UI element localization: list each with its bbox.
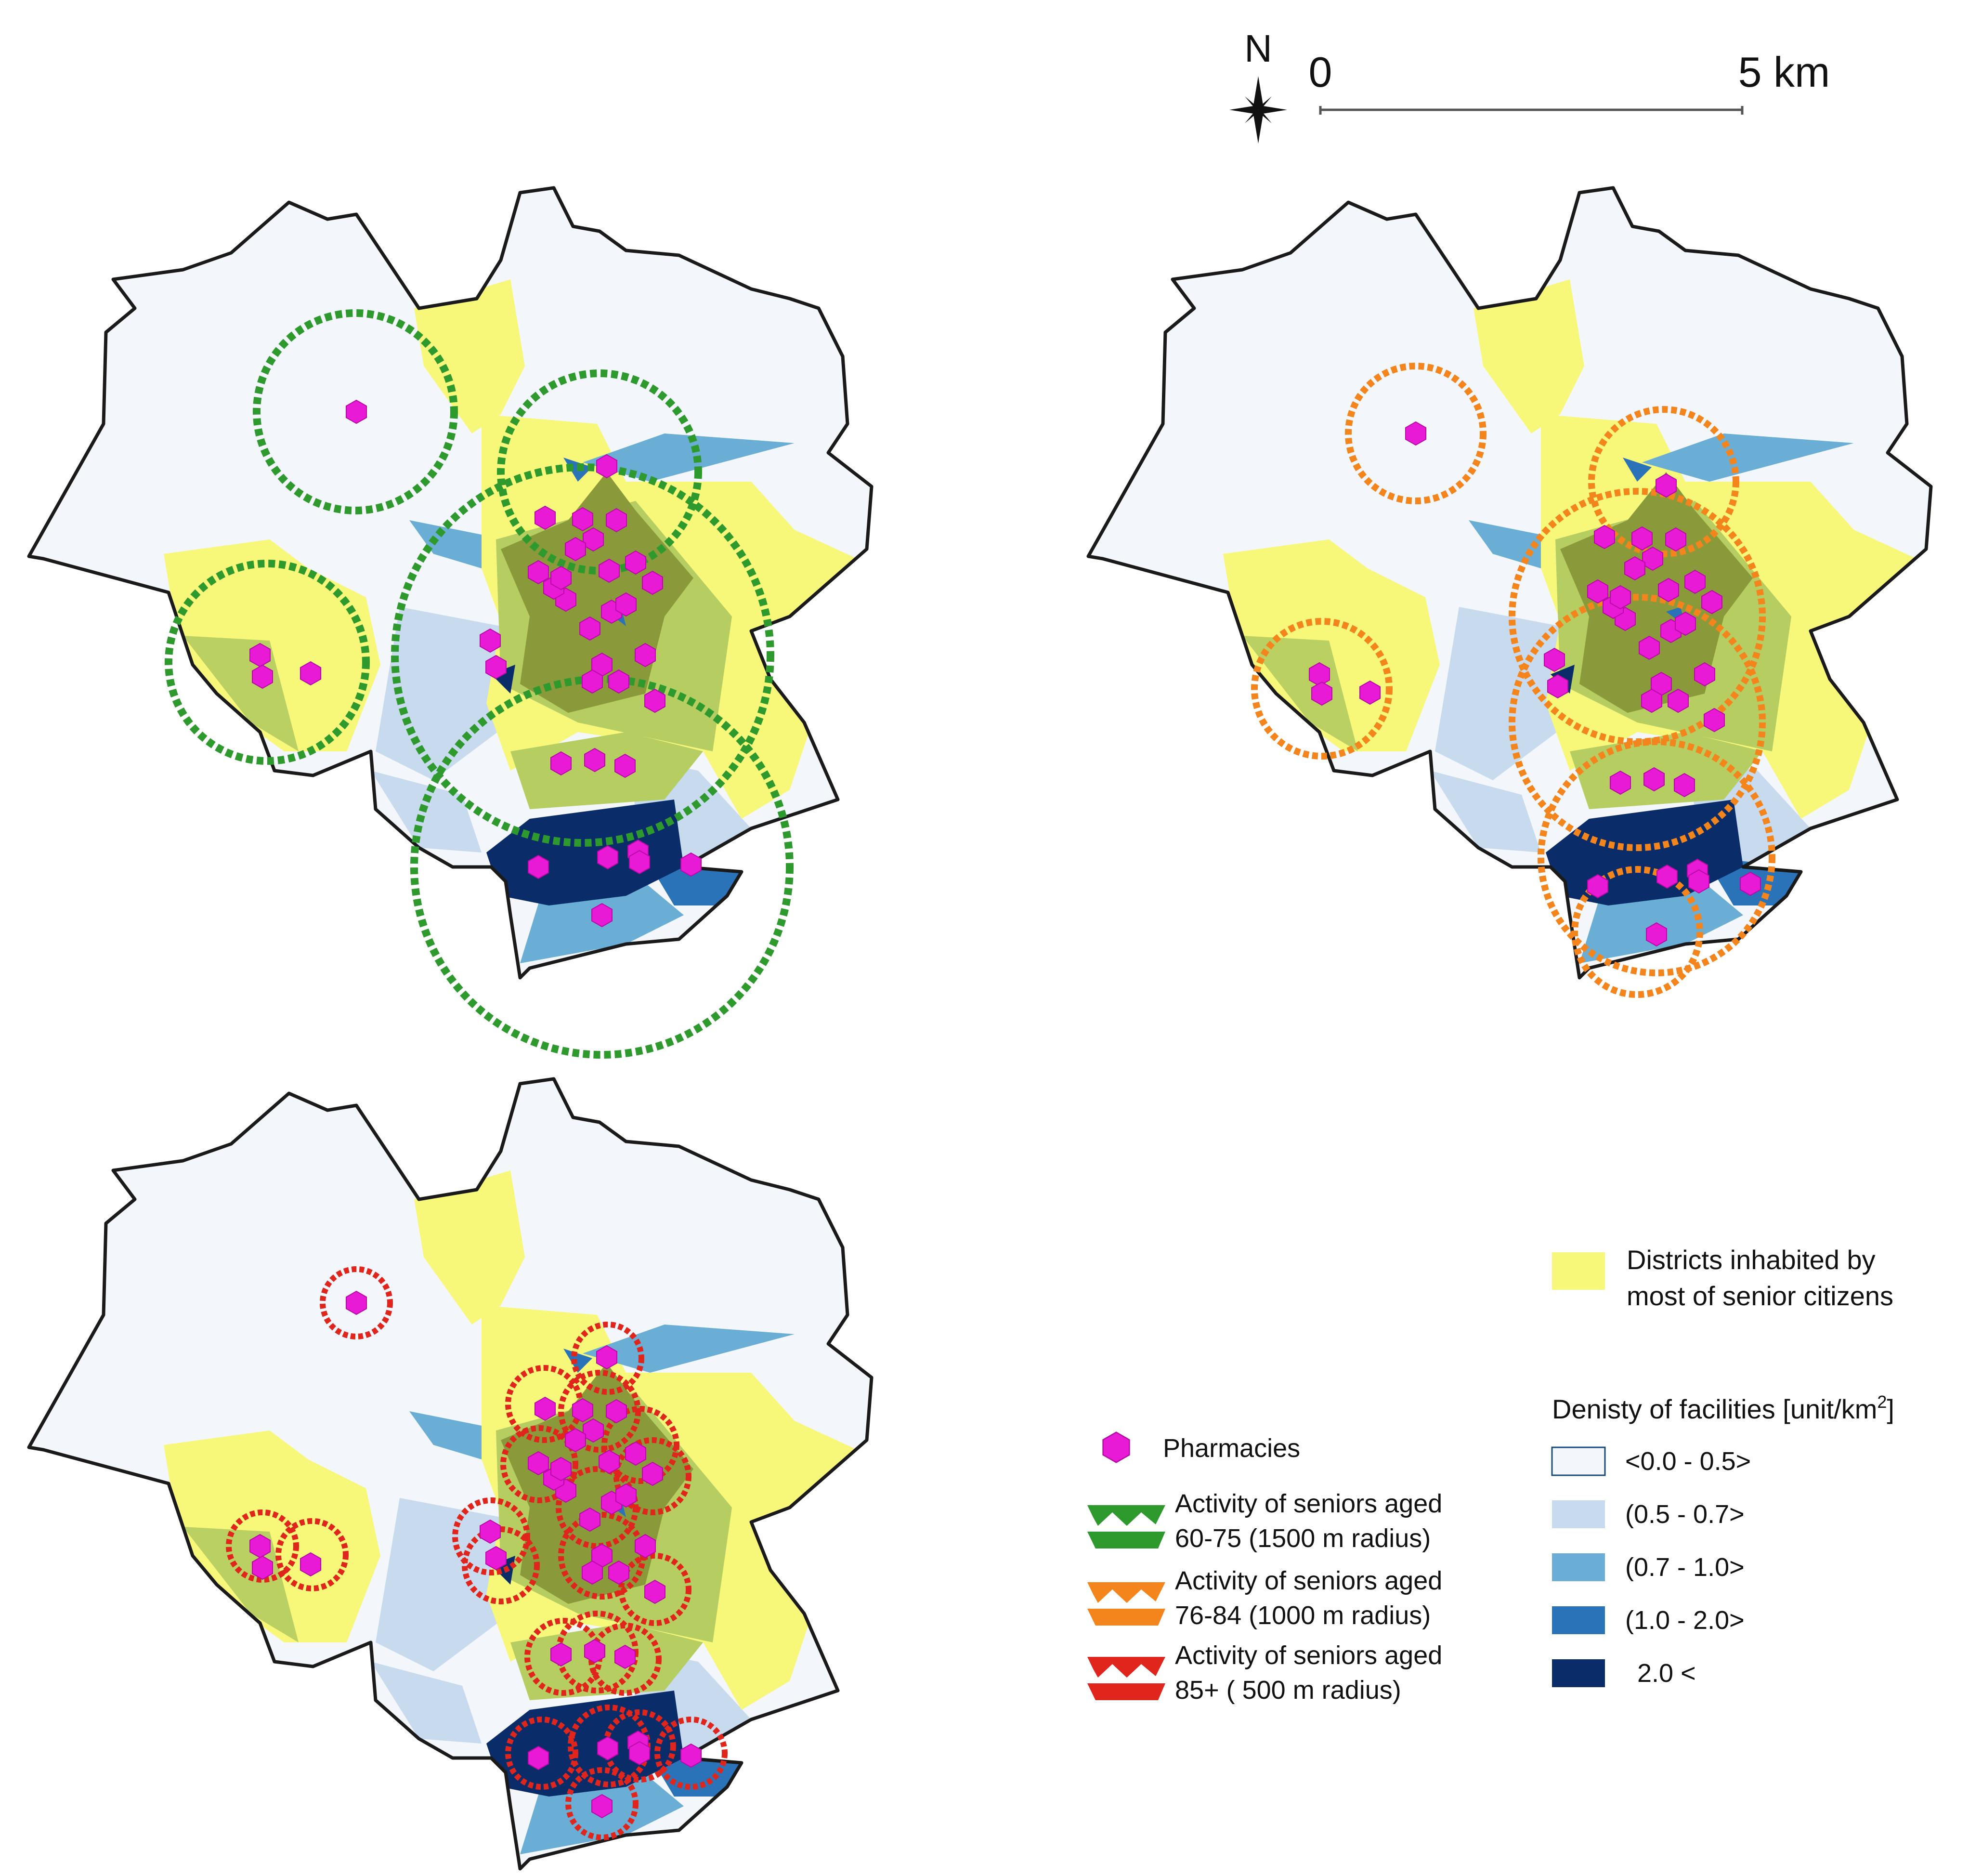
scale-bar: 0 5 km (1309, 48, 1830, 115)
green-buffer-icon (1087, 1505, 1165, 1548)
activity-76-84-label-1: Activity of seniors aged (1175, 1566, 1442, 1595)
red-buffer-icon (1087, 1657, 1165, 1700)
senior-districts-swatch (1552, 1252, 1605, 1290)
density-legend-title: Denisty of facilities [unit/km2] (1552, 1392, 1894, 1424)
senior-districts-label-1: Districts inhabited by (1627, 1245, 1876, 1275)
map-60-75 (0, 169, 915, 1059)
north-label: N (1244, 27, 1272, 70)
activity-85-plus-label-1: Activity of seniors aged (1175, 1641, 1442, 1670)
density-swatch-0 (1551, 1446, 1606, 1476)
senior-districts-label-2: most of senior citizens (1627, 1281, 1893, 1311)
scale-zero-label: 0 (1309, 48, 1332, 96)
density-swatch-4 (1552, 1659, 1605, 1687)
pharmacy-icon (1102, 1431, 1130, 1463)
scale-end-label: 5 km (1738, 48, 1830, 96)
buffers-76-84 (1251, 363, 1775, 998)
pharmacies-label: Pharmacies (1163, 1434, 1300, 1463)
legend-senior-districts: Districts inhabited by most of senior ci… (1552, 1245, 1893, 1311)
density-swatch-2 (1552, 1553, 1605, 1581)
compass-star-icon (1229, 76, 1287, 144)
city-basemap (0, 1060, 915, 1876)
activity-60-75-label-2: 60-75 (1500 m radius) (1175, 1524, 1431, 1553)
density-class-3: (1.0 - 2.0> (1625, 1606, 1745, 1635)
activity-60-75-label-1: Activity of seniors aged (1175, 1489, 1442, 1518)
legend-density: Denisty of facilities [unit/km2] <0.0 - … (1551, 1392, 1894, 1688)
density-class-1: (0.5 - 0.7> (1625, 1500, 1745, 1529)
density-class-4: 2.0 < (1637, 1659, 1696, 1688)
density-class-2: (0.7 - 1.0> (1625, 1553, 1745, 1582)
map-76-84 (1059, 169, 1974, 1011)
city-basemap (1059, 169, 1974, 1011)
map-85-plus (0, 1060, 915, 1876)
activity-85-plus-label-2: 85+ ( 500 m radius) (1175, 1676, 1401, 1705)
activity-76-84-label-2: 76-84 (1000 m radius) (1175, 1601, 1431, 1630)
orange-buffer-icon (1087, 1582, 1165, 1626)
density-swatch-3 (1552, 1606, 1605, 1634)
density-class-0: <0.0 - 0.5> (1625, 1447, 1751, 1476)
north-arrow: N (1229, 27, 1287, 144)
city-basemap (0, 169, 915, 1011)
density-swatch-1 (1552, 1500, 1605, 1528)
legend-pharmacies-activity: Pharmacies Activity of seniors aged 60-7… (1087, 1431, 1442, 1705)
